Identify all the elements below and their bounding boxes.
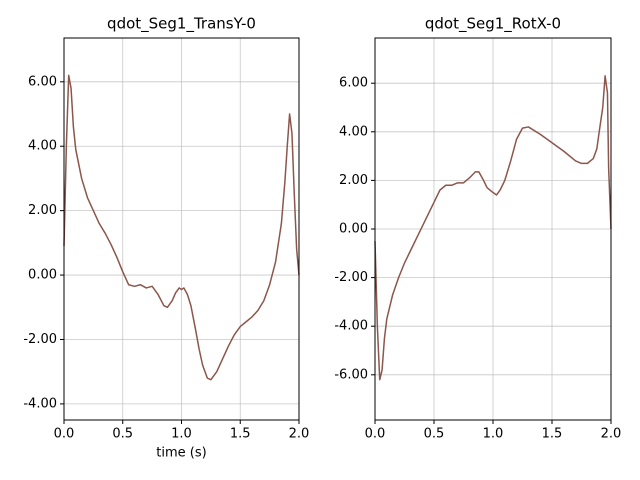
y-tick-label: -2.00 [334,270,368,285]
x-tick-label: 1.0 [483,427,504,442]
data-line [374,75,612,381]
y-tick-label: 2.00 [28,203,57,218]
y-tick-label: -6.00 [334,367,368,382]
y-tick-label: 0.00 [339,222,368,237]
y-tick-label: 4.00 [28,139,57,154]
plot-frame [63,37,300,421]
x-axis-label: time (s) [156,446,206,461]
data-line [63,74,300,381]
chart-title: qdot_Seg1_TransY-0 [107,15,256,34]
y-tick-label: 6.00 [28,74,57,89]
x-tick-label: 0.0 [365,427,386,442]
y-tick-label: -4.00 [334,319,368,334]
y-tick-label: 6.00 [339,76,368,91]
x-tick-label: 2.0 [289,427,310,442]
x-tick-label: 1.0 [171,427,192,442]
y-tick-label: -2.00 [23,332,57,347]
x-tick-label: 2.0 [601,427,622,442]
x-tick-label: 0.5 [424,427,445,442]
y-tick-label: 4.00 [339,124,368,139]
x-tick-label: 0.5 [112,427,133,442]
x-tick-label: 0.0 [54,427,75,442]
y-tick-label: -4.00 [23,396,57,411]
x-tick-label: 1.5 [542,427,563,442]
x-tick-label: 1.5 [230,427,251,442]
plot-frame [374,37,612,421]
y-tick-label: 0.00 [28,268,57,283]
y-tick-label: 2.00 [339,173,368,188]
chart-title: qdot_Seg1_RotX-0 [425,15,561,34]
